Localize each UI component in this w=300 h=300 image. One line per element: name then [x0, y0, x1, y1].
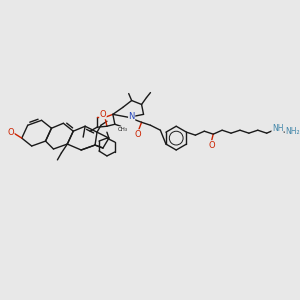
- Text: NH: NH: [272, 124, 283, 133]
- Text: O: O: [209, 141, 216, 150]
- Text: CH₃: CH₃: [118, 127, 128, 132]
- Text: O: O: [134, 130, 141, 139]
- Text: NH₂: NH₂: [285, 127, 300, 136]
- Text: O: O: [8, 128, 14, 137]
- Text: O: O: [100, 110, 106, 119]
- Text: N: N: [128, 112, 135, 121]
